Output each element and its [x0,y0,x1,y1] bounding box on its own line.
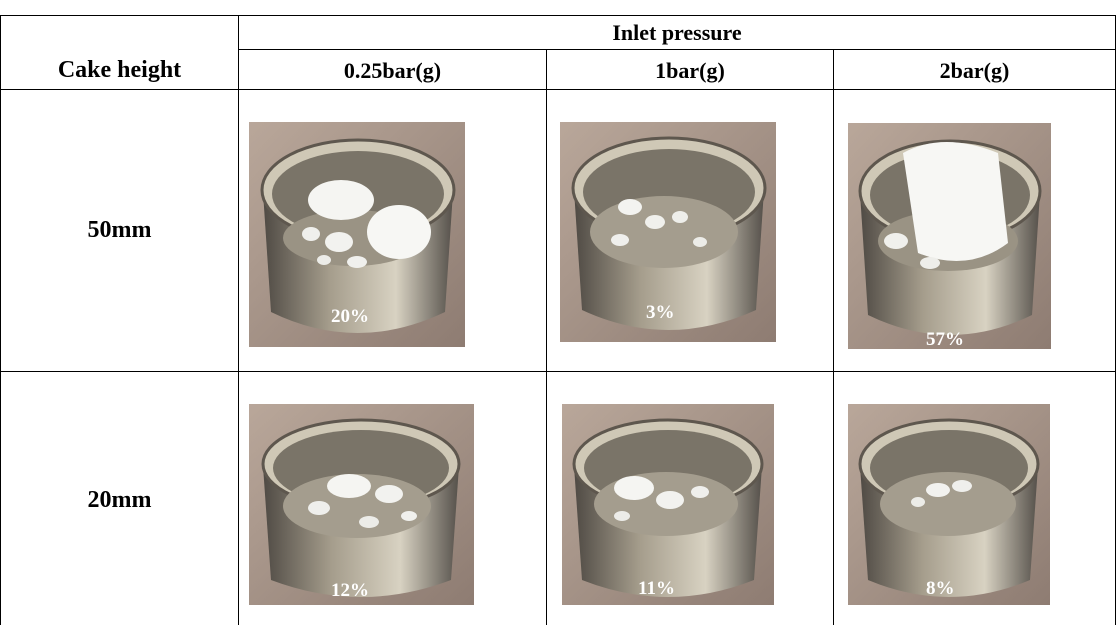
sieve-photo-50mm-1bar: 3% [560,122,776,342]
sieve-photo-20mm-1bar: 11% [562,404,774,605]
sieve-photo-20mm-0-25bar: 12% [249,404,474,605]
table-border-top [0,15,1116,16]
row-label-20mm: 20mm [87,487,152,513]
column-divider-3 [833,49,834,625]
column-header-0-25bar: 0.25bar(g) [343,58,442,83]
row-label-50mm: 50mm [87,217,152,243]
percent-label: 12% [331,580,369,601]
sieve-photo-50mm-0-25bar: 20% [249,122,465,347]
column-divider-1 [238,15,239,625]
sieve-photo-20mm-2bar: 8% [848,404,1050,605]
table-border-left [0,15,1,625]
header-bottom-line [0,89,1116,90]
column-divider-2 [546,49,547,625]
header-divider [238,49,1116,50]
percent-label: 57% [926,329,964,349]
percent-label: 11% [638,578,675,599]
row-divider [0,371,1116,372]
column-header-1bar: 1bar(g) [655,58,725,83]
percent-label: 3% [646,302,675,323]
percent-label: 20% [331,306,369,327]
column-header-2bar: 2bar(g) [939,58,1010,83]
sieve-photo-50mm-2bar: 57% [848,123,1051,349]
percent-label: 8% [926,578,955,599]
row-header-cake-height: Cake height [57,57,182,83]
group-header-inlet-pressure: Inlet pressure [612,20,742,45]
